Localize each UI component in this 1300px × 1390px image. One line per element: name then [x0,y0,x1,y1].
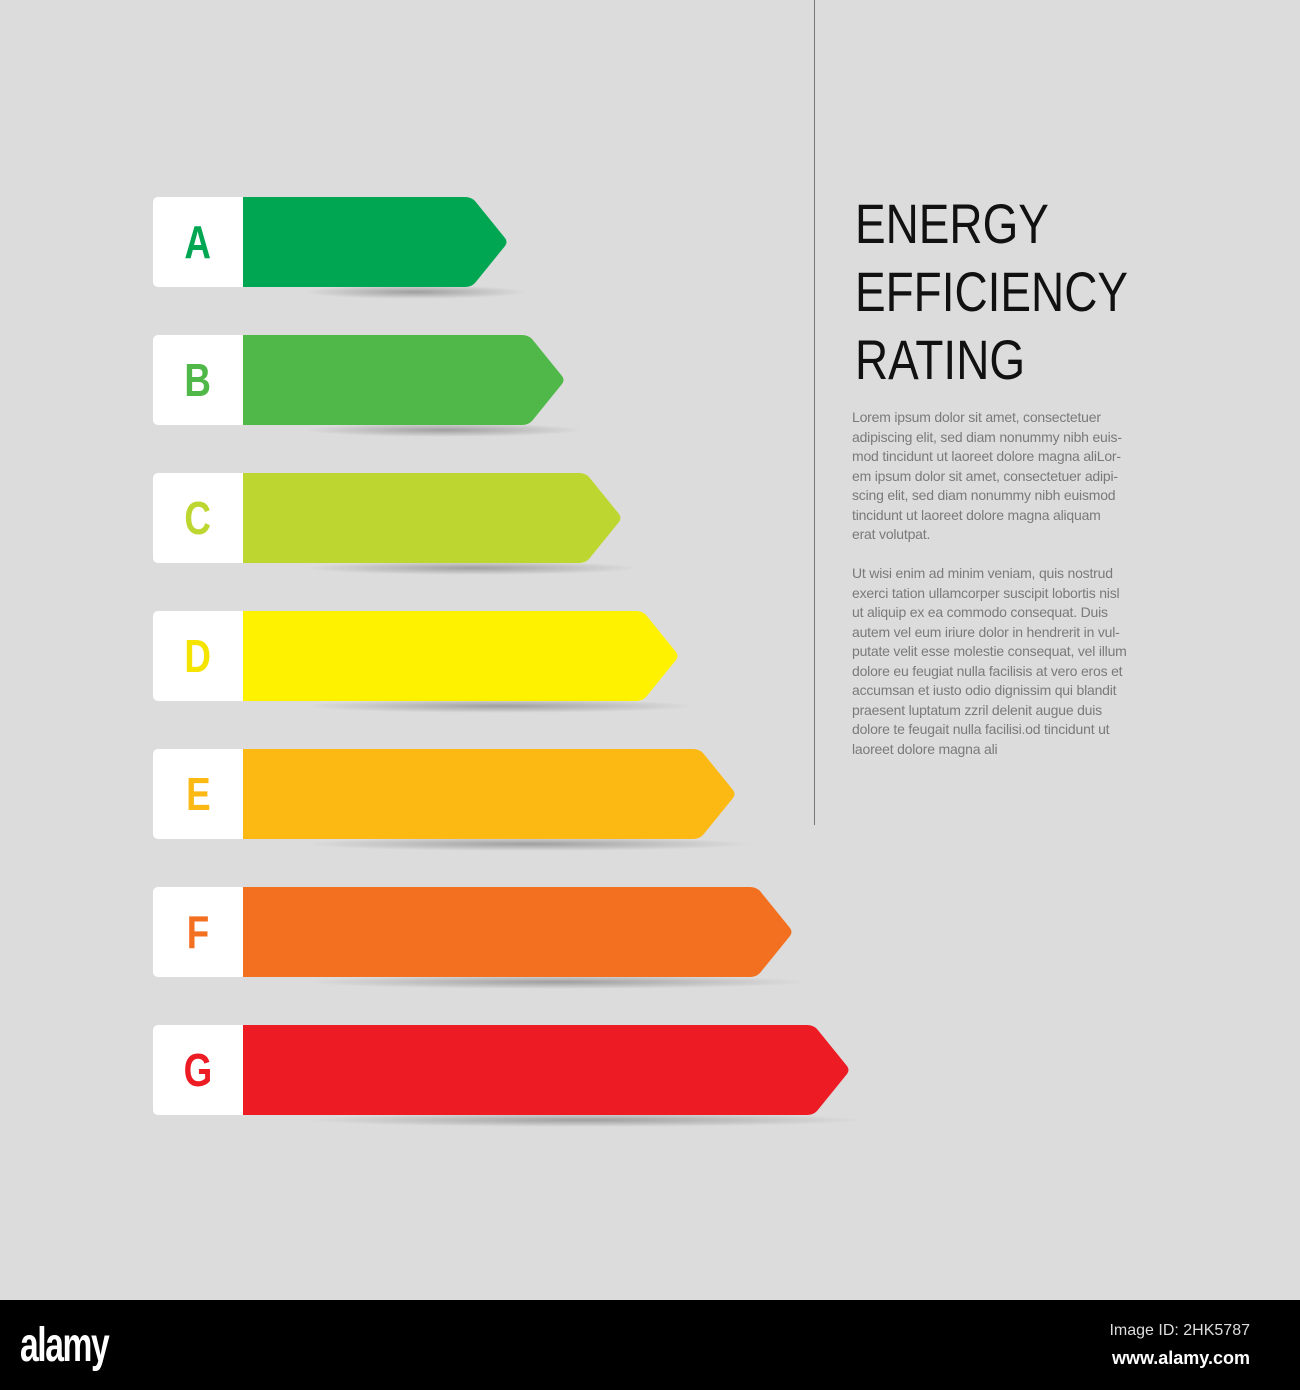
rating-bar-e [243,749,735,839]
rating-letter: C [153,473,243,563]
rating-bar-g [243,1025,849,1115]
rating-arrow-shape [243,473,621,563]
title-line: EFFICIENCY [855,260,1128,323]
rating-letter: A [153,197,243,287]
website: www.alamy.com [1111,1348,1250,1368]
body-paragraph-1: Lorem ipsum dolor sit amet, consectetuer… [852,409,1122,542]
rating-bar-c [243,473,621,563]
rating-row-g: G [153,1025,869,1127]
rating-arrow-shape [243,335,564,425]
vertical-divider [814,0,815,825]
rating-letter-text: G [183,1044,213,1096]
rating-row-c: C [153,473,641,575]
rating-letter-text: C [184,492,212,544]
rating-letter-text: D [184,630,212,682]
rating-letter-text: E [185,768,211,820]
rating-letter-text: A [184,216,212,268]
bar-shadow [303,699,698,713]
bar-shadow [303,561,641,575]
bar-shadow [303,423,584,437]
rating-letter: D [153,611,243,701]
bar-shadow [303,285,527,299]
rating-arrow-shape [243,1025,849,1115]
rating-letter: F [153,887,243,977]
footer-bar: alamy Image ID: 2HK5787 www.alamy.com [0,1300,1300,1390]
rating-row-a: A [153,197,527,299]
bar-shadow [303,1113,869,1127]
rating-letter-text: B [184,354,212,406]
alamy-logo: alamy [20,1319,110,1372]
rating-row-e: E [153,749,755,851]
rating-arrow-shape [243,887,792,977]
rating-row-b: B [153,335,584,437]
bar-shadow [303,975,812,989]
page-title: ENERGY EFFICIENCY RATING [855,190,1128,394]
rating-row-f: F [153,887,812,989]
rating-letter: B [153,335,243,425]
rating-letter: G [153,1025,243,1115]
bar-shadow [303,837,755,851]
image-id: Image ID: 2HK5787 [1109,1322,1250,1339]
body-paragraph-2: Ut wisi enim ad minim veniam, quis nostr… [852,565,1127,757]
rating-arrow-shape [243,197,507,287]
title-line: ENERGY [855,192,1049,255]
rating-bar-b [243,335,564,425]
rating-arrow-shape [243,749,735,839]
rating-bar-f [243,887,792,977]
rating-letter-text: F [186,906,210,958]
rating-arrow-shape [243,611,678,701]
rating-bar-a [243,197,507,287]
rating-bar-d [243,611,678,701]
rating-letter: E [153,749,243,839]
rating-row-d: D [153,611,698,713]
title-line: RATING [855,328,1026,391]
